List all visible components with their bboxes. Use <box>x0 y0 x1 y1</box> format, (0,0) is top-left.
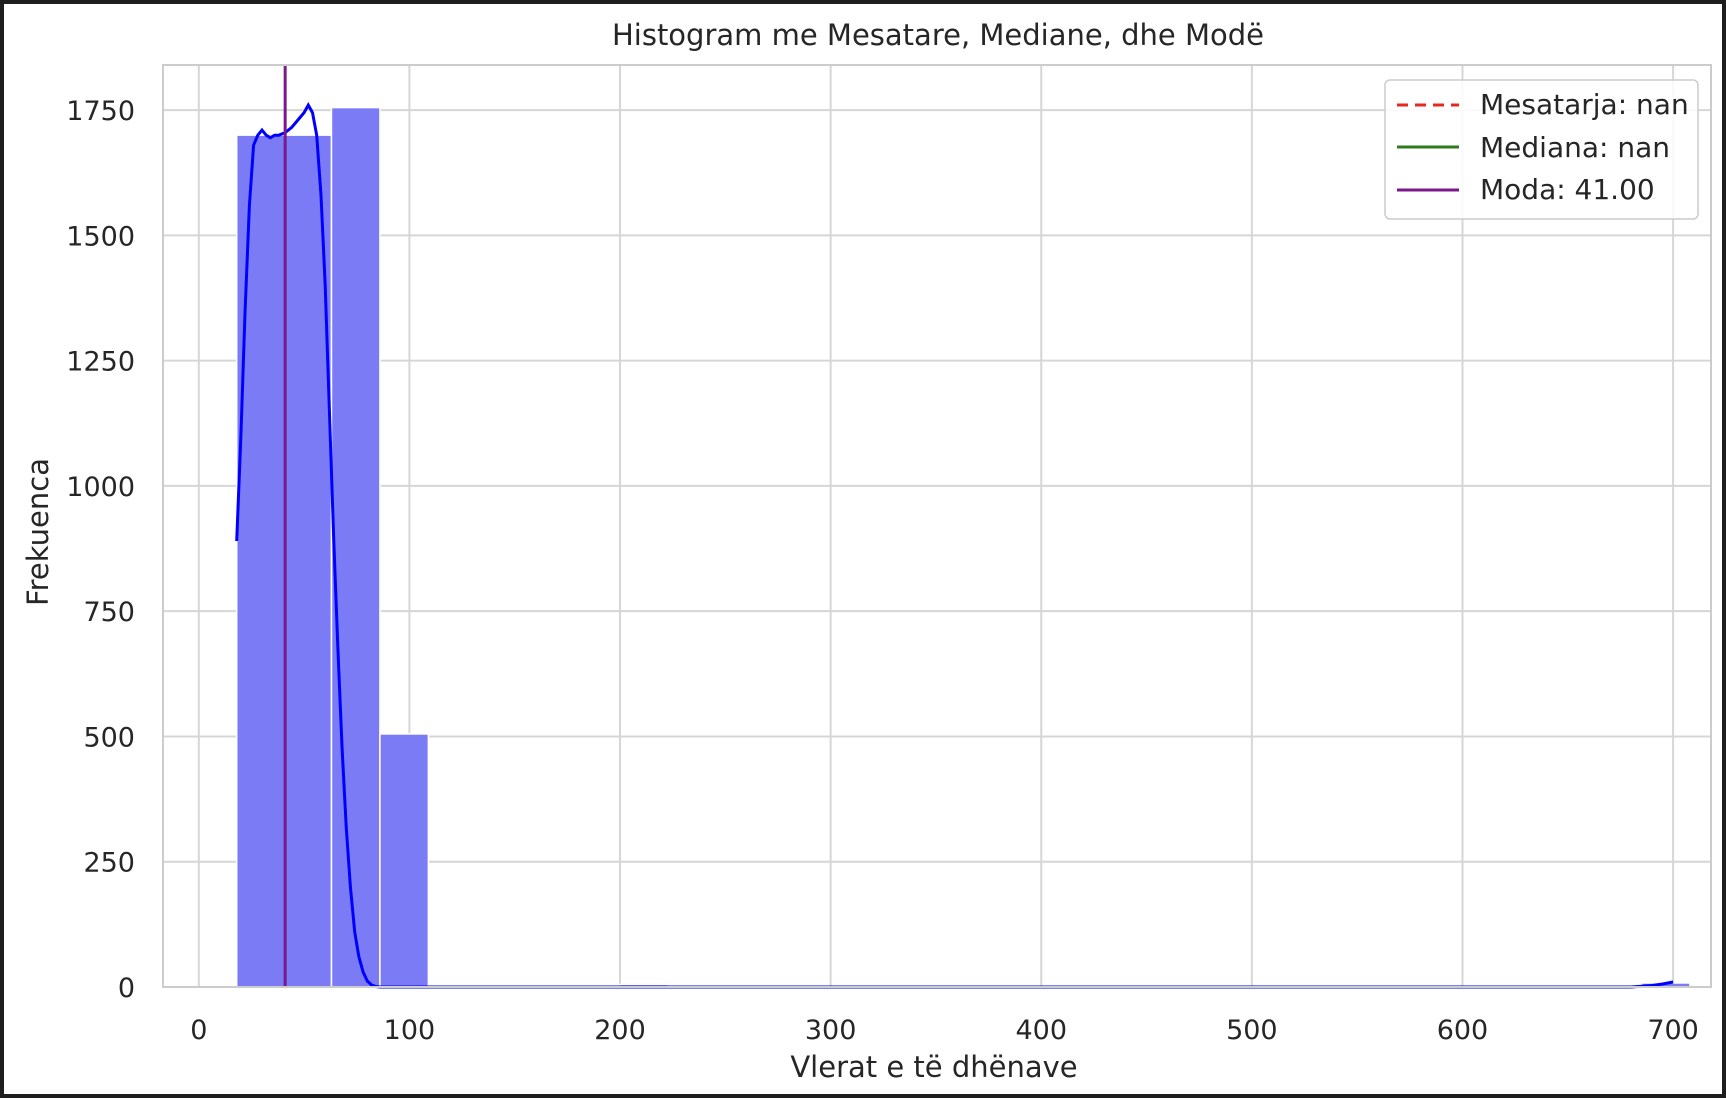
chart-figure: 0 100 200 300 400 500 600 700 0 250 500 750 1000 125… <box>4 4 1722 1094</box>
y-tick-label: 1250 <box>66 347 135 378</box>
x-tick-label: 200 <box>594 1015 646 1046</box>
y-tick-labels: 0 250 500 750 1000 1250 1500 1750 <box>66 96 135 1004</box>
x-tick-label: 500 <box>1226 1015 1278 1046</box>
y-tick-label: 750 <box>83 597 135 628</box>
legend-label-mode: Moda: 41.00 <box>1480 173 1655 206</box>
x-tick-label: 300 <box>805 1015 857 1046</box>
x-tick-labels: 0 100 200 300 400 500 600 700 <box>190 1015 1699 1046</box>
y-axis-label: Frekuenca <box>21 458 55 606</box>
histogram-bars <box>235 106 1691 988</box>
y-tick-label: 1750 <box>66 96 135 127</box>
x-tick-label: 700 <box>1647 1015 1699 1046</box>
legend-box <box>1384 79 1699 220</box>
x-tick-label: 0 <box>190 1015 207 1046</box>
histogram-bar <box>379 733 430 988</box>
legend-label-median: Mediana: nan <box>1480 131 1670 164</box>
histogram-chart: 0 100 200 300 400 500 600 700 0 250 500 750 1000 125… <box>21 18 1712 1084</box>
y-tick-label: 1500 <box>66 221 135 252</box>
y-tick-label: 1000 <box>66 472 135 503</box>
y-tick-label: 0 <box>118 973 135 1004</box>
chart-title: Histogram me Mesatare, Mediane, dhe Modë <box>612 18 1264 52</box>
x-tick-label: 100 <box>384 1015 436 1046</box>
plot-frame <box>162 64 1712 988</box>
x-axis-label: Vlerat e të dhënave <box>790 1050 1077 1084</box>
x-tick-label: 600 <box>1437 1015 1489 1046</box>
legend-label-mean: Mesatarja: nan <box>1480 88 1689 121</box>
y-tick-label: 250 <box>83 848 135 879</box>
legend: Mesatarja: nan Mediana: nan Moda: 41.00 <box>1384 79 1699 220</box>
kde-curve <box>235 102 1674 989</box>
x-tick-label: 400 <box>1015 1015 1067 1046</box>
y-tick-label: 500 <box>83 722 135 753</box>
histogram-bar <box>330 106 381 988</box>
